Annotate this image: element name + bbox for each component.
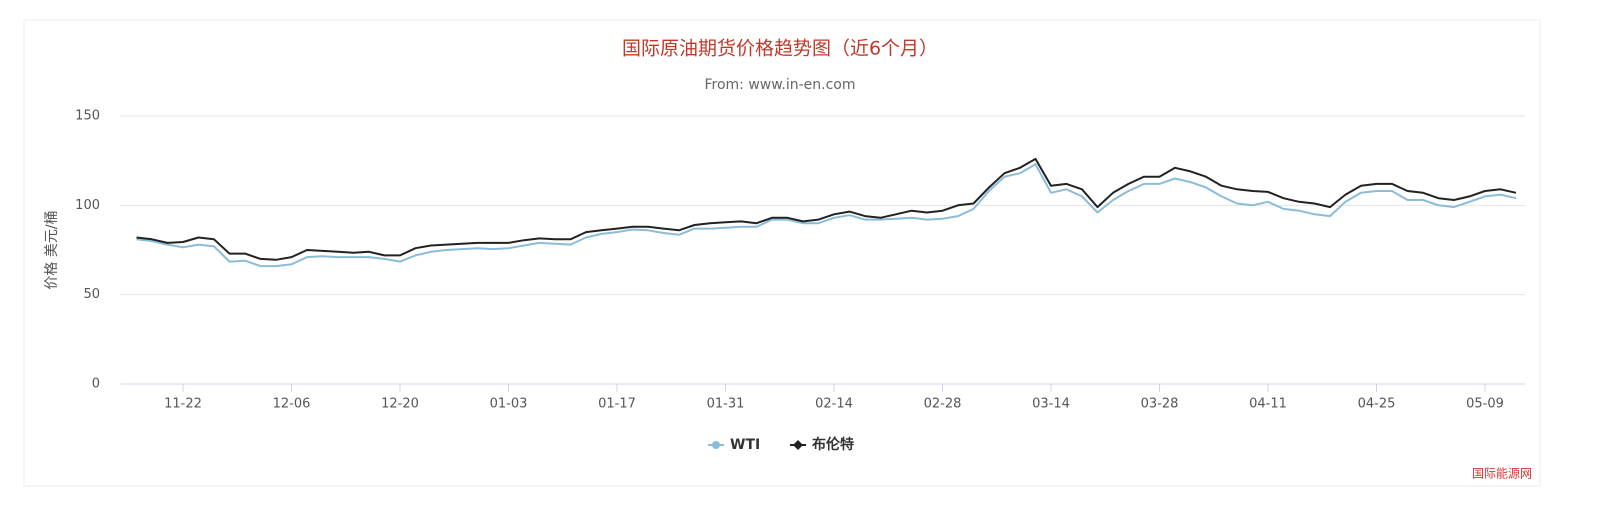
x-tick-label: 02-28: [924, 397, 962, 412]
x-tick-label: 12-20: [381, 397, 419, 412]
x-tick-label: 04-11: [1249, 397, 1287, 412]
frame: [23, 19, 1541, 487]
series-line: [136, 157, 1517, 261]
legend-marker: [793, 440, 803, 450]
y-tick-label: 0: [92, 377, 100, 392]
x-tick-label: 02-14: [815, 397, 853, 412]
x-tick-label: 03-28: [1141, 397, 1179, 412]
y-tick-label: 150: [75, 109, 100, 124]
x-tick-label: 04-25: [1358, 397, 1396, 412]
x-tick-label: 01-03: [490, 397, 528, 412]
x-tick-label: 01-17: [598, 397, 636, 412]
series-line: [136, 163, 1517, 268]
legend-label: WTI: [730, 437, 760, 453]
subtitle: From: www.in-en.com: [704, 77, 855, 93]
x-tick-label: 03-14: [1032, 397, 1070, 412]
legend-label: 布伦特: [812, 436, 854, 453]
x-tick-label: 12-06: [273, 397, 311, 412]
y-axis-label: 价格 美元/桶: [44, 210, 60, 289]
x-tick-label: 11-22: [164, 397, 202, 412]
y-tick-label: 50: [83, 287, 100, 302]
legend-marker: [712, 441, 720, 449]
y-tick-label: 100: [75, 198, 100, 213]
watermark: 国际能源网: [1472, 467, 1532, 481]
x-tick-label: 01-31: [707, 397, 745, 412]
chart-title: 国际原油期货价格趋势图（近6个月）: [622, 38, 938, 60]
x-tick-label: 05-09: [1466, 397, 1504, 412]
